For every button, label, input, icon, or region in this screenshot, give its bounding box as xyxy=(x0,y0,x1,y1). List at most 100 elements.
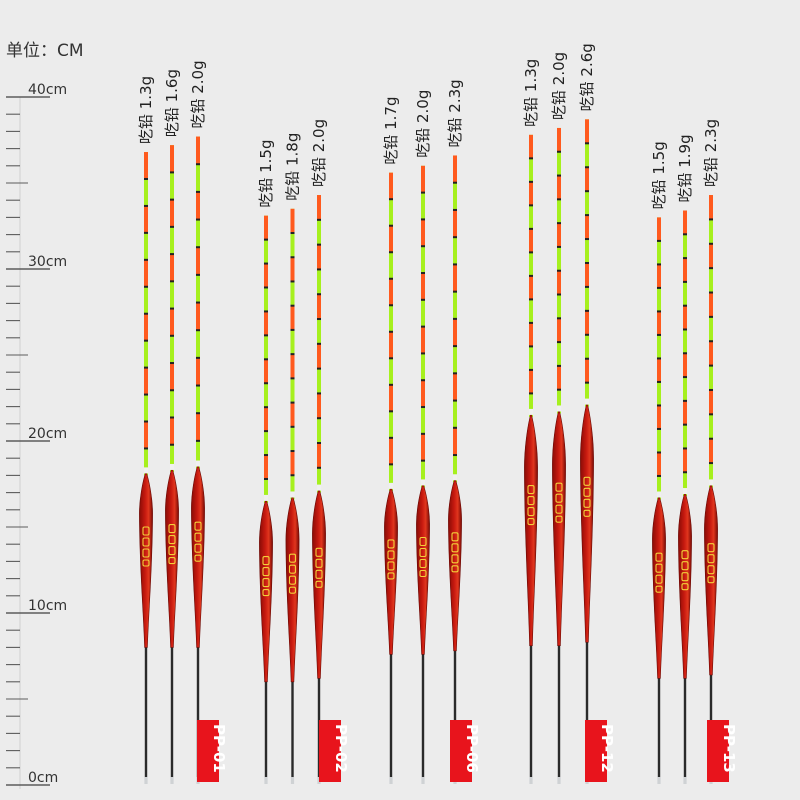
float-tip-mark xyxy=(657,286,661,289)
float-body-emblem xyxy=(451,565,459,573)
float-tip-mark xyxy=(290,256,295,259)
float-body xyxy=(448,477,462,652)
float-body-emblem xyxy=(681,572,689,582)
float-body xyxy=(678,491,692,679)
float-body-collar xyxy=(656,491,662,498)
float-body-emblem xyxy=(142,548,150,558)
float-tip-mark xyxy=(557,317,561,320)
float-tip-segment xyxy=(170,308,174,336)
float-tip-mark xyxy=(144,258,148,261)
float-body-collar xyxy=(290,491,295,498)
float-tip-segment xyxy=(144,259,148,287)
float-stem-cap xyxy=(264,777,268,784)
float-tip-segment xyxy=(683,448,687,473)
float-body-collar xyxy=(316,484,322,491)
float-tip-segment xyxy=(389,172,393,200)
float-tip-mark xyxy=(196,301,200,304)
float-tip-segment xyxy=(557,318,561,343)
float-tip-mark xyxy=(557,245,561,248)
float-body-emblem xyxy=(527,484,535,495)
model-code-tag-bg xyxy=(319,720,341,782)
float-tip-segment xyxy=(170,417,174,445)
float-tip-mark xyxy=(389,277,393,280)
float-tip-segment xyxy=(196,247,200,275)
float-tip-mark xyxy=(196,163,200,166)
float-tip-mark xyxy=(709,242,713,245)
float: 吃铅 1.8g xyxy=(284,133,302,784)
float-tip-mark xyxy=(144,204,148,207)
float-tip-mark xyxy=(453,236,457,239)
float-tip-segment xyxy=(170,363,174,391)
float-stem-cap xyxy=(683,777,687,784)
float-tip-mark xyxy=(290,474,295,477)
float-tip-mark xyxy=(170,225,174,228)
float-weight-label: 吃铅 2.0g xyxy=(550,52,568,120)
measurement-ruler: 0cm 10cm 20cm 30cm 40cm xyxy=(6,82,67,789)
float-tip-mark xyxy=(557,293,561,296)
float-tip-mark xyxy=(529,298,533,301)
float-tip-mark xyxy=(683,280,687,283)
float-body-emblem xyxy=(527,506,535,517)
float-tip-segment xyxy=(389,437,393,465)
float-tip-mark xyxy=(657,404,661,407)
float-stem-cap xyxy=(557,777,561,784)
float-tip-mark xyxy=(453,263,457,266)
model-code-label: PP-06 xyxy=(463,724,481,773)
float-tip-mark xyxy=(170,307,174,310)
float-tip-mark xyxy=(453,290,457,293)
float-stem xyxy=(585,642,589,779)
float-tip-mark xyxy=(421,218,425,221)
float-tip-mark xyxy=(529,204,533,207)
float-tip-mark xyxy=(683,304,687,307)
float-tip-segment xyxy=(453,427,457,456)
float-tip-mark xyxy=(144,312,148,315)
float-body-emblem xyxy=(288,564,297,574)
float-tip-segment xyxy=(144,313,148,341)
float-weight-label: 吃铅 1.9g xyxy=(676,134,694,202)
float-weight-label: 吃铅 2.3g xyxy=(702,119,720,187)
float-body xyxy=(580,401,594,643)
float-tip-mark xyxy=(683,471,687,474)
float-tip-mark xyxy=(709,413,713,416)
float-tip-mark xyxy=(389,304,393,307)
float-tip-mark xyxy=(317,392,321,395)
float-tip-segment xyxy=(585,310,589,335)
float-tip-segment xyxy=(709,341,713,366)
float-tip-segment xyxy=(196,136,200,165)
float-stem-cap xyxy=(529,777,533,784)
float-tip-segment xyxy=(317,443,321,468)
float-tip-mark xyxy=(557,174,561,177)
float-body-emblem xyxy=(168,546,176,556)
float-tip-mark xyxy=(683,257,687,260)
float-body-emblem xyxy=(142,526,150,536)
float: 吃铅 2.6g xyxy=(578,43,596,784)
float-tip-segment xyxy=(529,134,533,159)
float-tip-mark xyxy=(389,198,393,201)
float: 吃铅 1.6g xyxy=(163,69,181,784)
float-tip-mark xyxy=(657,451,661,454)
float-tip-segment xyxy=(709,243,713,269)
float-body-emblem xyxy=(583,487,591,497)
float-body-emblem xyxy=(681,561,689,571)
float-tip-mark xyxy=(144,339,148,342)
float-body-emblem xyxy=(419,547,427,558)
float-tip-mark xyxy=(557,364,561,367)
float-tip-mark xyxy=(170,416,174,419)
float-weight-label: 吃铅 1.5g xyxy=(650,141,668,209)
float-tip-mark xyxy=(264,262,268,265)
float-tip-mark xyxy=(453,181,457,184)
float-group-pp-13: 吃铅 1.5g 吃铅 1.9g 吃铅 2.3g PP-13 xyxy=(650,119,738,784)
float-body-collar xyxy=(195,460,201,467)
model-code-tag: PP-01 xyxy=(197,720,228,782)
float-stem xyxy=(683,678,687,779)
float: 吃铅 1.3g xyxy=(137,76,155,784)
float-tip-mark xyxy=(317,268,321,271)
float-tip-mark xyxy=(317,293,321,296)
model-code-tag: PP-02 xyxy=(319,720,350,782)
float-weight-label: 吃铅 1.3g xyxy=(137,76,155,144)
float-tip-mark xyxy=(585,261,589,264)
float-tip-mark xyxy=(170,334,174,337)
float-tip-segment xyxy=(557,223,561,247)
float-body xyxy=(139,470,153,648)
